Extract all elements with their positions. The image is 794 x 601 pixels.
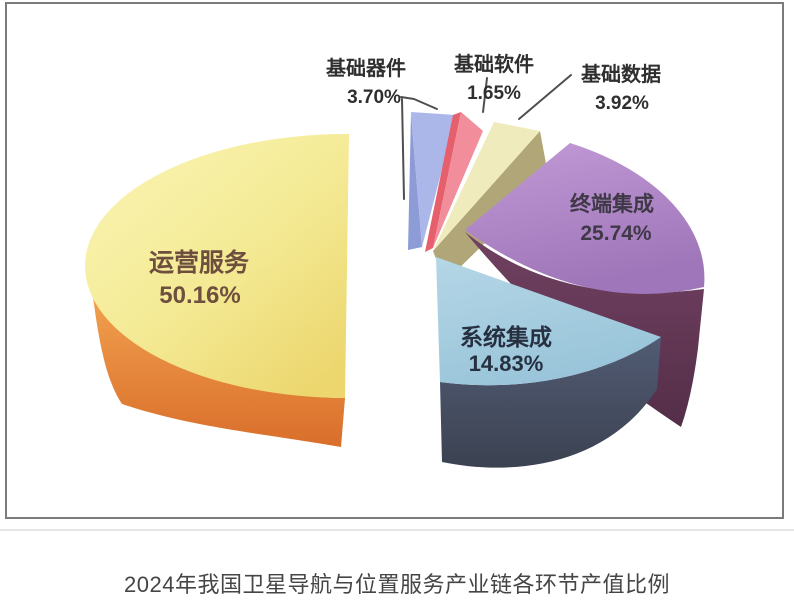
system-integration-slice-side xyxy=(440,337,661,468)
basic-components-percent: 3.70% xyxy=(347,87,401,108)
terminal-integration-percent: 25.74% xyxy=(580,222,652,245)
basic-software-percent: 1.65% xyxy=(467,83,521,104)
basic-data-slice-side xyxy=(433,131,549,282)
figure-caption: 2024年我国卫星导航与位置服务产业链各环节产值比例 xyxy=(124,572,670,597)
operation-services-slice-top xyxy=(84,133,349,398)
basic-software-slice-top xyxy=(433,112,483,248)
leader-lines xyxy=(400,74,572,200)
system-integration-label: 系统集成 xyxy=(460,324,552,350)
leader-basic-software xyxy=(482,77,488,113)
operation-services-percent: 50.16% xyxy=(159,282,240,309)
leader-basic-components xyxy=(400,96,438,110)
operation-services-label: 运营服务 xyxy=(149,249,249,277)
basic-data-label: 基础数据 xyxy=(581,62,661,86)
basic-software-slice-side xyxy=(425,112,461,252)
basic-components-label: 基础器件 xyxy=(326,56,406,80)
basic-components-slice-side xyxy=(408,113,422,250)
system-integration-percent: 14.83% xyxy=(469,351,544,376)
basic-components-slice-top xyxy=(411,112,456,247)
section-divider xyxy=(0,529,794,531)
system-integration-slice-top xyxy=(436,257,661,386)
basic-software-label: 基础软件 xyxy=(454,52,534,76)
leader-basic-data xyxy=(518,74,572,120)
terminal-integration-slice-top xyxy=(465,143,705,294)
leader-basic-components-drop xyxy=(401,98,405,200)
operation-services-slice-side xyxy=(90,272,345,447)
basic-data-percent: 3.92% xyxy=(595,93,649,114)
terminal-integration-label: 终端集成 xyxy=(570,192,654,216)
basic-data-slice-top xyxy=(433,122,540,251)
